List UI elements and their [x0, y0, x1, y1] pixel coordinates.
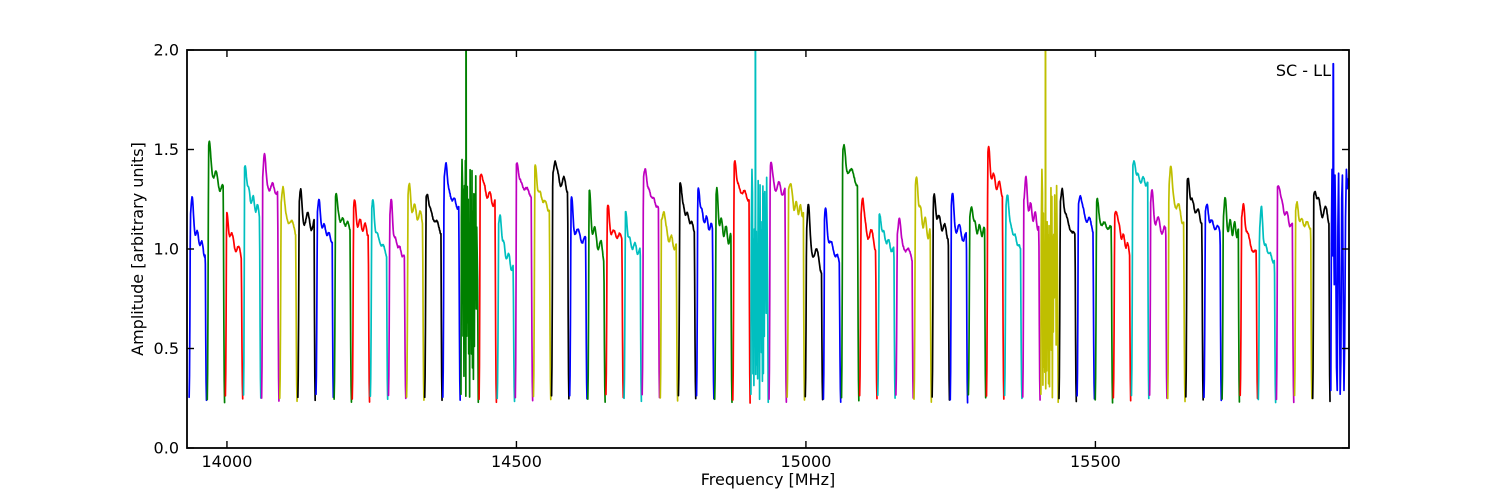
subband-curve [713, 186, 733, 404]
subband-curve [1293, 201, 1313, 400]
subband-curve [949, 192, 969, 404]
subband-curve [822, 207, 842, 403]
subband-curve [1239, 202, 1259, 400]
y-tick-label: 0.0 [154, 439, 179, 458]
subband-curve [1148, 189, 1168, 399]
subband-bandpass-curves [188, 50, 1349, 404]
subband-curve [224, 211, 244, 400]
subband-curve [840, 143, 860, 402]
subband-curve [659, 210, 679, 402]
subband-curve [1329, 62, 1349, 396]
subband-curve [1040, 50, 1060, 404]
subband-curve [1185, 177, 1205, 401]
y-tick-label: 1.0 [154, 240, 179, 259]
subband-curve [351, 199, 371, 403]
subband-curve [206, 140, 226, 404]
subband-curve [586, 189, 606, 403]
subband-curve [677, 182, 697, 400]
y-tick-label: 2.0 [154, 41, 179, 60]
x-tick-label: 14000 [201, 452, 252, 471]
subband-curve [460, 50, 480, 404]
subband-curve [1257, 205, 1277, 404]
subband-curve [1130, 160, 1150, 400]
subband-curve [1112, 210, 1132, 402]
subband-curve [550, 160, 570, 400]
subband-curve [858, 197, 878, 400]
subband-curve [369, 199, 389, 401]
subband-curve [260, 152, 280, 402]
subband-curve [804, 203, 824, 401]
subband-curve [750, 50, 770, 404]
subband-curve [423, 193, 443, 402]
subband-curve [278, 185, 298, 403]
y-tick-label: 0.5 [154, 339, 179, 358]
subband-curve [1058, 187, 1078, 403]
polarization-label: SC - LL [1276, 61, 1331, 80]
subband-curve [478, 173, 498, 404]
subband-curve [188, 196, 208, 402]
subband-curve [442, 161, 462, 401]
axes: 14000 14500 15000 15500 0.0 0.5 1.0 1.5 2.0 [154, 41, 1350, 471]
subband-curve [1166, 165, 1186, 403]
subband-curve [1311, 190, 1331, 403]
x-axis-label: Frequency [MHz] [701, 470, 835, 489]
subband-curve [768, 161, 788, 403]
subband-curve [333, 192, 353, 403]
y-axis-label: Amplitude [arbitrary units] [128, 142, 147, 356]
subband-curve [532, 164, 552, 401]
subband-curve [695, 187, 715, 400]
subband-curve [1221, 196, 1241, 403]
subband-curve [1003, 194, 1023, 400]
subband-curve [1275, 185, 1295, 404]
subband-curve [967, 206, 987, 399]
subband-curve [297, 187, 317, 402]
subband-curve [731, 160, 751, 404]
subband-curve [242, 165, 262, 399]
subband-curve [623, 210, 643, 403]
subband-curve [1203, 203, 1223, 402]
x-tick-label: 15500 [1070, 452, 1121, 471]
subband-curve [913, 176, 933, 403]
subband-curve [496, 214, 516, 403]
subband-curve [605, 204, 625, 399]
subband-curve [895, 217, 915, 399]
x-tick-label: 14500 [491, 452, 542, 471]
subband-curve [1076, 194, 1096, 400]
subband-curve [315, 198, 335, 399]
subband-curve [786, 182, 806, 401]
subband-curve [387, 198, 407, 400]
y-tick-label: 1.5 [154, 140, 179, 159]
plot-border [186, 49, 1350, 449]
subband-curve [1021, 175, 1041, 401]
subband-curve [931, 193, 951, 401]
x-tick-label: 15000 [780, 452, 831, 471]
subband-curve [985, 145, 1005, 400]
subband-curve [641, 168, 661, 399]
subband-curve [514, 162, 534, 402]
subband-curve [876, 213, 896, 400]
subband-curve [1094, 197, 1114, 404]
subband-curve [568, 196, 588, 400]
subband-curve [405, 182, 425, 401]
